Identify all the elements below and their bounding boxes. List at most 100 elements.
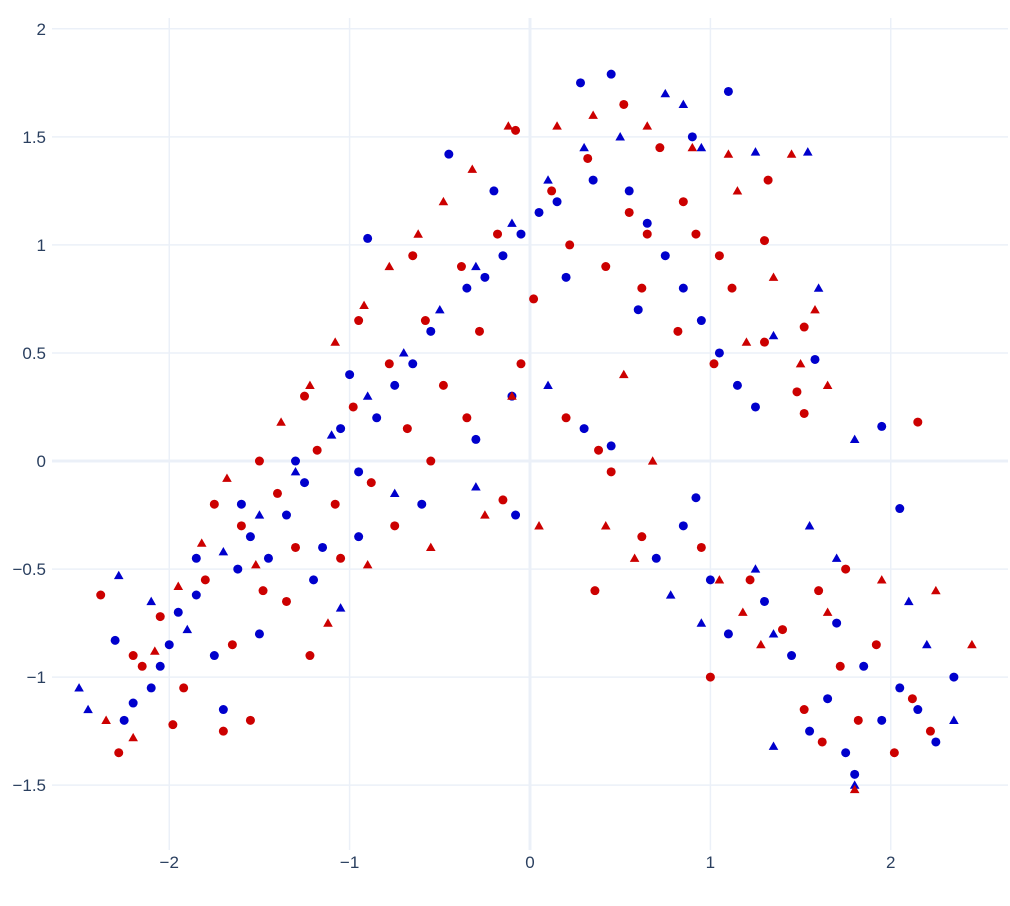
data-point — [565, 240, 575, 250]
data-point — [588, 110, 598, 119]
data-point — [534, 207, 544, 217]
data-point — [594, 445, 604, 455]
data-point — [471, 434, 481, 444]
data-point — [272, 488, 282, 498]
data-point — [642, 218, 652, 228]
data-point — [281, 596, 291, 606]
data-point — [841, 748, 851, 758]
data-point — [300, 478, 310, 488]
data-point — [155, 612, 165, 622]
data-point — [849, 784, 860, 794]
data-point — [101, 715, 111, 724]
data-point — [588, 175, 598, 185]
data-point — [876, 575, 887, 584]
data-point — [768, 330, 779, 340]
data-point — [254, 629, 264, 639]
data-point — [222, 473, 232, 482]
data-point — [128, 732, 138, 742]
data-point — [426, 326, 436, 336]
data-point — [561, 272, 571, 282]
data-point — [822, 380, 833, 389]
data-point — [768, 741, 779, 750]
y-tick-label: −1.5 — [12, 776, 46, 795]
data-point — [345, 370, 355, 380]
data-point — [738, 607, 748, 616]
data-point — [312, 445, 322, 455]
data-point — [191, 553, 201, 563]
data-point — [305, 380, 315, 389]
data-point — [931, 585, 941, 595]
data-point — [907, 694, 917, 704]
data-point — [655, 143, 665, 153]
data-point — [456, 262, 466, 272]
data-point — [462, 283, 472, 293]
data-point — [336, 553, 346, 563]
data-point — [823, 694, 833, 704]
data-point — [480, 510, 490, 519]
data-point — [723, 149, 734, 158]
data-point — [74, 683, 84, 692]
data-point — [281, 510, 291, 520]
data-point — [146, 683, 156, 693]
data-point — [895, 683, 905, 693]
data-point — [633, 305, 643, 315]
data-point — [786, 149, 797, 158]
data-point — [696, 618, 707, 627]
data-point — [254, 510, 265, 519]
data-point — [300, 391, 310, 401]
data-point — [420, 316, 430, 326]
data-point — [709, 359, 719, 369]
data-point — [579, 424, 589, 434]
data-point — [877, 421, 887, 431]
data-point — [173, 581, 184, 590]
data-point — [849, 434, 860, 444]
data-point — [128, 698, 138, 708]
data-point — [467, 164, 478, 173]
data-point — [227, 640, 237, 650]
data-point — [384, 359, 394, 369]
data-point — [629, 553, 640, 562]
data-point — [759, 236, 769, 246]
data-point — [750, 147, 761, 156]
data-point — [83, 704, 93, 714]
data-point — [330, 337, 340, 346]
data-point — [326, 430, 337, 439]
data-point — [687, 142, 698, 152]
data-point — [727, 283, 737, 293]
data-point — [164, 640, 174, 650]
data-point — [895, 504, 905, 514]
data-point — [678, 99, 689, 109]
data-point — [276, 417, 286, 426]
data-point — [768, 629, 779, 638]
data-point — [390, 521, 400, 531]
data-point — [362, 559, 373, 569]
data-point — [290, 467, 301, 476]
data-point — [146, 596, 157, 606]
y-tick-label: −0.5 — [12, 560, 46, 579]
data-point — [263, 553, 273, 563]
y-tick-label: 2 — [37, 20, 46, 39]
data-points — [74, 69, 977, 794]
data-point — [723, 629, 733, 639]
data-point — [543, 175, 553, 184]
data-point — [745, 575, 755, 585]
data-point — [493, 229, 503, 239]
data-point — [804, 521, 815, 530]
data-point — [330, 499, 340, 509]
data-point — [871, 640, 881, 650]
data-point — [233, 564, 243, 574]
data-point — [425, 542, 436, 552]
data-point — [624, 186, 634, 196]
data-point — [759, 596, 769, 606]
data-point — [642, 229, 652, 239]
data-point — [576, 78, 586, 88]
data-point — [561, 413, 571, 423]
data-point — [209, 499, 219, 509]
data-point — [778, 625, 788, 635]
data-point — [426, 456, 436, 466]
data-point — [251, 559, 261, 569]
data-point — [390, 380, 400, 390]
data-point — [835, 661, 845, 671]
data-point — [507, 218, 517, 227]
data-point — [756, 639, 766, 649]
